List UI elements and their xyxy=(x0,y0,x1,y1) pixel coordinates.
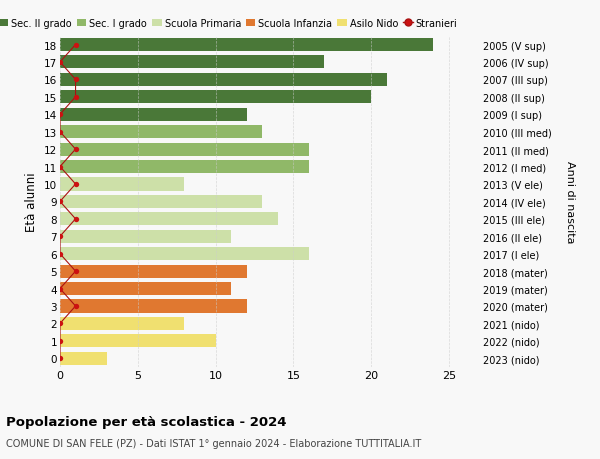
Bar xyxy=(60,300,247,313)
Point xyxy=(71,216,80,223)
Point xyxy=(55,320,65,327)
Point xyxy=(55,59,65,67)
Point xyxy=(55,163,65,171)
Bar xyxy=(60,178,184,191)
Bar xyxy=(60,161,309,174)
Point xyxy=(71,181,80,188)
Point xyxy=(71,94,80,101)
Point xyxy=(55,198,65,206)
Bar xyxy=(60,265,247,278)
Point xyxy=(71,302,80,310)
Bar xyxy=(60,213,278,226)
Point xyxy=(71,77,80,84)
Bar xyxy=(60,39,433,52)
Bar xyxy=(60,282,231,296)
Text: COMUNE DI SAN FELE (PZ) - Dati ISTAT 1° gennaio 2024 - Elaborazione TUTTITALIA.I: COMUNE DI SAN FELE (PZ) - Dati ISTAT 1° … xyxy=(6,438,421,448)
Bar xyxy=(60,74,386,87)
Y-axis label: Anni di nascita: Anni di nascita xyxy=(565,161,575,243)
Text: Popolazione per età scolastica - 2024: Popolazione per età scolastica - 2024 xyxy=(6,415,287,428)
Bar xyxy=(60,126,262,139)
Point xyxy=(55,337,65,345)
Bar xyxy=(60,230,231,243)
Bar xyxy=(60,91,371,104)
Point xyxy=(55,355,65,362)
Point xyxy=(55,233,65,241)
Bar xyxy=(60,56,325,69)
Point xyxy=(55,251,65,258)
Bar xyxy=(60,108,247,122)
Bar xyxy=(60,247,309,261)
Bar xyxy=(60,335,215,347)
Point xyxy=(55,129,65,136)
Point xyxy=(71,42,80,49)
Bar xyxy=(60,143,309,157)
Point xyxy=(71,146,80,153)
Bar xyxy=(60,352,107,365)
Bar xyxy=(60,196,262,208)
Y-axis label: Età alunni: Età alunni xyxy=(25,172,38,232)
Bar xyxy=(60,317,184,330)
Point xyxy=(55,285,65,292)
Point xyxy=(71,268,80,275)
Legend: Sec. II grado, Sec. I grado, Scuola Primaria, Scuola Infanzia, Asilo Nido, Stran: Sec. II grado, Sec. I grado, Scuola Prim… xyxy=(0,18,458,28)
Point xyxy=(55,112,65,119)
